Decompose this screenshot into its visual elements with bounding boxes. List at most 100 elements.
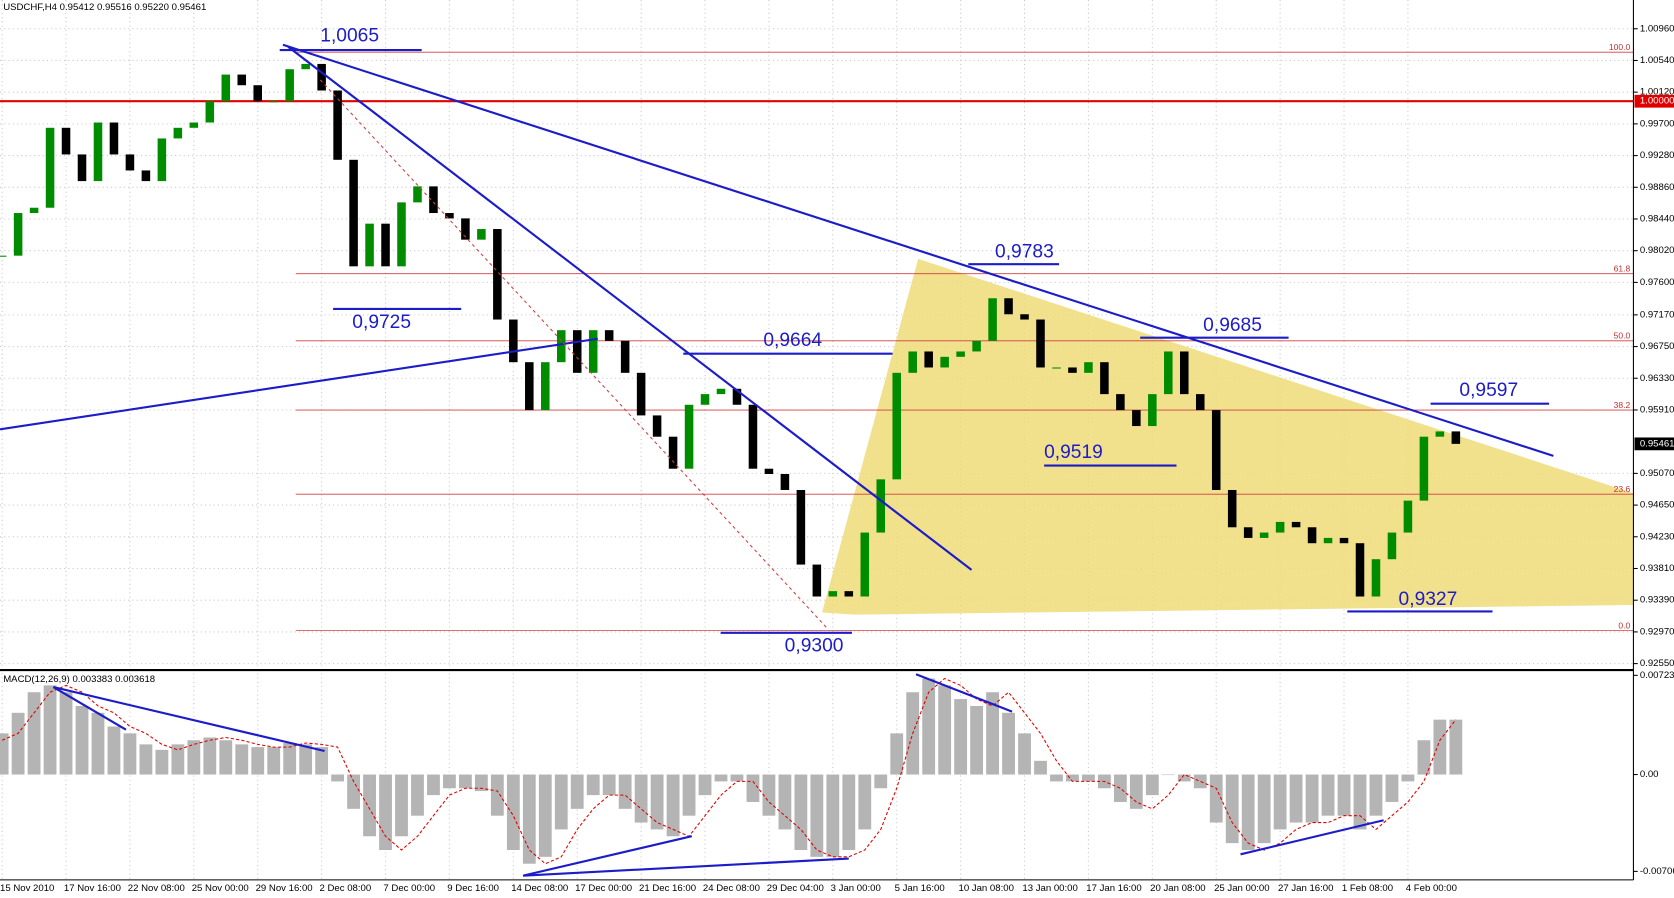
candle bbox=[397, 202, 406, 267]
histogram-bar bbox=[474, 774, 488, 791]
fib-label: 61.8 bbox=[1614, 264, 1631, 274]
candle bbox=[61, 127, 71, 155]
histogram-bar bbox=[778, 774, 792, 830]
candle bbox=[1132, 410, 1141, 427]
histogram-bar bbox=[1161, 774, 1175, 776]
candle bbox=[972, 340, 981, 352]
histogram-bar bbox=[75, 705, 89, 775]
candle bbox=[956, 351, 965, 357]
histogram-bar bbox=[810, 774, 824, 857]
y-tick-label: 0.98440 bbox=[1640, 214, 1674, 225]
candle bbox=[1451, 431, 1461, 444]
y-tick-label: 0.92550 bbox=[1640, 658, 1674, 669]
histogram-bar bbox=[602, 774, 616, 796]
x-tick-label: 22 Nov 08:00 bbox=[128, 883, 185, 894]
candle bbox=[493, 229, 502, 320]
candle bbox=[93, 122, 103, 182]
price-annotation: 0,9783 bbox=[995, 242, 1054, 263]
candle bbox=[940, 356, 949, 368]
trendline bbox=[915, 673, 1013, 713]
histogram-bar bbox=[1337, 774, 1351, 816]
histogram-bar bbox=[1113, 774, 1127, 802]
trendline bbox=[287, 46, 973, 571]
x-tick-label: 4 Feb 00:00 bbox=[1406, 883, 1457, 894]
candle bbox=[556, 330, 566, 363]
candle bbox=[620, 340, 630, 373]
histogram-bar bbox=[826, 774, 840, 857]
histogram-bar bbox=[347, 774, 360, 809]
histogram-bar bbox=[490, 774, 504, 816]
candle bbox=[237, 74, 247, 86]
candle bbox=[29, 207, 39, 214]
histogram-bar bbox=[203, 737, 217, 775]
candle bbox=[1371, 559, 1381, 597]
y-tick-label: 1.00120 bbox=[1640, 87, 1674, 98]
price-annotation: 1,0065 bbox=[320, 25, 379, 46]
histogram-bar bbox=[538, 774, 552, 857]
histogram-bar bbox=[1002, 712, 1015, 775]
y-tick-label: 0.97600 bbox=[1640, 277, 1674, 288]
candle bbox=[0, 255, 7, 257]
histogram-bar bbox=[1145, 774, 1159, 796]
histogram-bar bbox=[171, 744, 185, 775]
candle bbox=[461, 218, 470, 240]
candle bbox=[285, 69, 294, 102]
histogram-bar bbox=[1241, 774, 1255, 850]
fib-label: 50.0 bbox=[1614, 331, 1631, 341]
y-tick-label: 0.98020 bbox=[1640, 245, 1674, 256]
candle bbox=[221, 74, 231, 102]
candle bbox=[604, 330, 614, 341]
candle bbox=[588, 330, 598, 373]
histogram-bar bbox=[730, 774, 744, 782]
candle bbox=[1052, 367, 1061, 369]
fib-label: 23.6 bbox=[1614, 484, 1631, 494]
y-tick-label: 0.97170 bbox=[1640, 309, 1674, 320]
trendline bbox=[523, 857, 849, 877]
histogram-bar bbox=[666, 774, 680, 837]
histogram-bar bbox=[1177, 774, 1191, 782]
candle bbox=[812, 564, 822, 597]
candle bbox=[716, 388, 726, 395]
histogram-bar bbox=[1225, 774, 1239, 844]
histogram-bar bbox=[331, 774, 345, 782]
labels: 15 Nov 2010 17 Nov 16:00 22 Nov 08:00 25 No… bbox=[0, 23, 1674, 894]
histogram-bar bbox=[235, 744, 249, 775]
trendline bbox=[53, 686, 325, 753]
candle bbox=[668, 436, 678, 469]
x-tick-label: 17 Nov 16:00 bbox=[64, 883, 121, 894]
triangle-pattern bbox=[822, 258, 1634, 615]
candle bbox=[45, 127, 55, 208]
fib-label: 38.2 bbox=[1614, 400, 1631, 410]
candle bbox=[1116, 394, 1125, 411]
chart-header: USDCHF,H4 0.95412 0.95516 0.95220 0.9546… bbox=[3, 2, 206, 13]
histogram-bar bbox=[315, 747, 329, 775]
candle bbox=[381, 223, 390, 267]
candle bbox=[333, 90, 342, 160]
histogram-bar bbox=[1449, 719, 1463, 775]
histogram-bar bbox=[251, 747, 265, 775]
trendline bbox=[282, 43, 1554, 457]
histogram-bar bbox=[1305, 774, 1319, 823]
candle bbox=[269, 101, 278, 103]
x-tick-label: 20 Jan 08:00 bbox=[1150, 883, 1205, 894]
candle bbox=[205, 101, 215, 123]
histogram-bar bbox=[794, 774, 808, 850]
candle bbox=[509, 319, 518, 363]
histogram-bar bbox=[922, 678, 936, 775]
histogram-bar bbox=[123, 733, 137, 775]
histogram-bar bbox=[363, 774, 376, 837]
trendline bbox=[0, 337, 599, 431]
x-tick-label: 21 Dec 16:00 bbox=[639, 883, 696, 894]
trendline bbox=[522, 835, 693, 877]
x-tick-label: 2 Dec 08:00 bbox=[319, 883, 371, 894]
histogram-bar bbox=[1417, 740, 1431, 775]
histogram-bar bbox=[459, 774, 472, 789]
y-tick-label: 0.93390 bbox=[1640, 595, 1674, 606]
candle bbox=[684, 404, 694, 469]
y-tick-label: 0.99280 bbox=[1640, 150, 1674, 161]
histogram-bar bbox=[842, 774, 856, 850]
price-annotation: 0,9327 bbox=[1399, 589, 1458, 610]
histogram-bar bbox=[1193, 774, 1207, 789]
candle bbox=[1148, 394, 1157, 427]
